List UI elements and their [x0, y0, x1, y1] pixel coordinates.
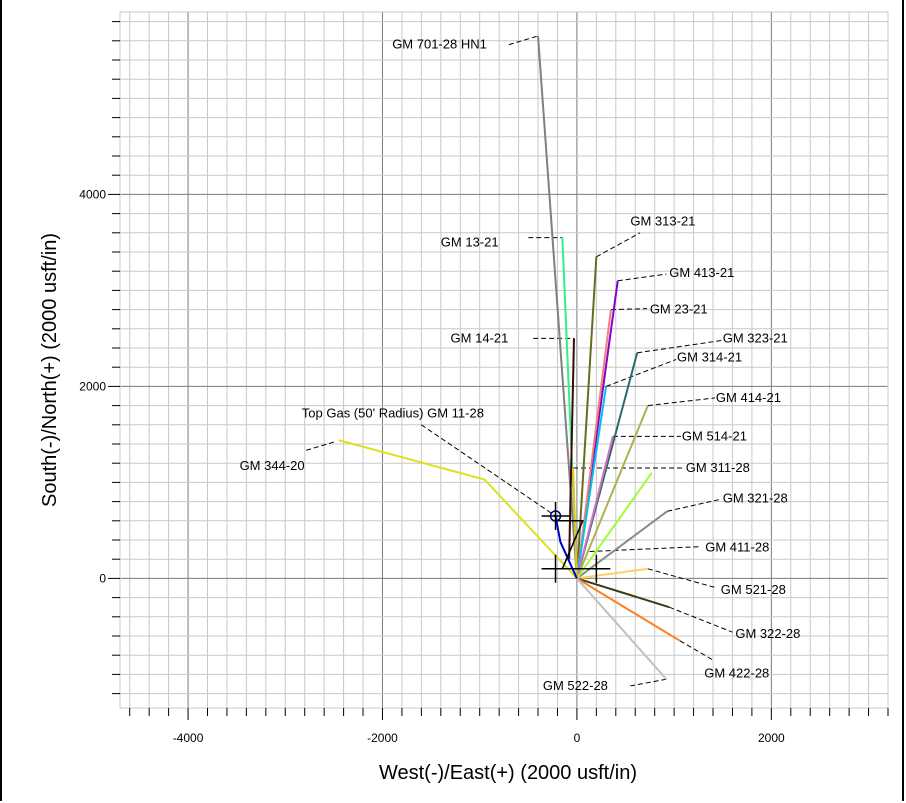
label-gm-311-28: GM 311-28	[686, 460, 750, 475]
well-path-gm-514-21	[575, 436, 614, 579]
leader-gm-322-28	[669, 606, 733, 633]
well-path-gm-322-28	[576, 577, 670, 609]
leader-top-gas-50-radius-gm-11-28	[421, 424, 556, 517]
x-tick-label: 2000	[758, 731, 785, 745]
label-gm-422-28: GM 422-28	[704, 665, 769, 680]
y-tick-label: 4000	[79, 187, 106, 201]
plot-area-border	[119, 11, 889, 709]
well-path-gm-313-21	[575, 256, 598, 579]
label-top-gas-50-radius-gm-11-28: Top Gas (50' Radius) GM 11-28	[302, 405, 484, 420]
x-tick-label: 0	[574, 731, 581, 745]
well-path-gm-14-21	[568, 338, 575, 560]
well-path-gm-422-28	[576, 577, 681, 642]
label-gm-701-28-hn1: GM 701-28 HN1	[392, 37, 487, 52]
well-path-gm-522-28	[576, 577, 668, 680]
leader-gm-413-21	[617, 273, 667, 282]
well-path-gm-411-28	[576, 472, 653, 579]
top-gas-circle	[549, 510, 562, 522]
y-tick-label: 0	[99, 571, 106, 585]
pad-outline	[557, 520, 584, 570]
well-path-top-gas-50-radius-gm-11-28	[554, 515, 578, 579]
label-gm-522-28: GM 522-28	[543, 678, 608, 693]
well-path-gm-311-28	[572, 467, 578, 579]
y-axis-title: South(-)/North(+) (2000 usft/in)	[39, 233, 61, 507]
leader-gm-522-28	[630, 678, 667, 687]
label-gm-323-21: GM 323-21	[723, 330, 788, 345]
label-gm-23-21: GM 23-21	[650, 302, 708, 317]
leader-gm-422-28	[679, 640, 714, 661]
leader-gm-344-20	[304, 441, 335, 452]
label-gm-321-28: GM 321-28	[723, 491, 788, 506]
leader-gm-521-28	[647, 568, 718, 589]
well-symbols	[541, 502, 611, 583]
label-gm-13-21: GM 13-21	[441, 234, 499, 249]
label-gm-521-28: GM 521-28	[721, 582, 786, 597]
well-path-gm-314-21	[575, 386, 608, 579]
well-path-gm-521-28	[576, 567, 649, 580]
label-gm-14-21: GM 14-21	[451, 330, 509, 345]
grid	[119, 11, 889, 709]
label-gm-344-20: GM 344-20	[240, 458, 305, 473]
leader-gm-414-21	[647, 397, 716, 407]
leader-gm-313-21	[596, 232, 641, 258]
label-gm-314-21: GM 314-21	[677, 350, 742, 365]
well-path-gm-414-21	[575, 405, 649, 579]
label-gm-414-21: GM 414-21	[716, 390, 781, 405]
x-tick-label: -4000	[173, 731, 204, 745]
label-gm-514-21: GM 514-21	[682, 428, 747, 443]
well-paths	[338, 35, 681, 680]
leader-gm-323-21	[637, 339, 723, 354]
x-axis-title: West(-)/East(+) (2000 usft/in)	[379, 762, 637, 784]
well-labels: GM 701-28 HN1 GM 13-21 GM 313-21 GM 413-21 G…	[240, 37, 801, 693]
well-path-gm-321-28	[576, 510, 668, 580]
leader-gm-321-28	[667, 499, 719, 512]
leader-gm-701-28-hn1	[508, 35, 539, 46]
y-tick-label: 2000	[79, 379, 106, 393]
label-gm-411-28: GM 411-28	[705, 540, 769, 555]
axis-ticks	[108, 21, 889, 720]
label-gm-313-21: GM 313-21	[630, 213, 695, 228]
leader-gm-411-28	[589, 546, 699, 553]
x-tick-label: -2000	[367, 731, 398, 745]
well-path-gm-23-21	[575, 309, 612, 579]
tick-labels: -4000 -2000 0 2000 0 2000 4000	[79, 187, 785, 745]
leader-gm-314-21	[605, 359, 677, 387]
well-path-gm-344-20	[338, 439, 578, 580]
label-gm-322-28: GM 322-28	[735, 626, 800, 641]
leader-gm-23-21	[610, 308, 647, 311]
label-gm-413-21: GM 413-21	[669, 265, 734, 280]
